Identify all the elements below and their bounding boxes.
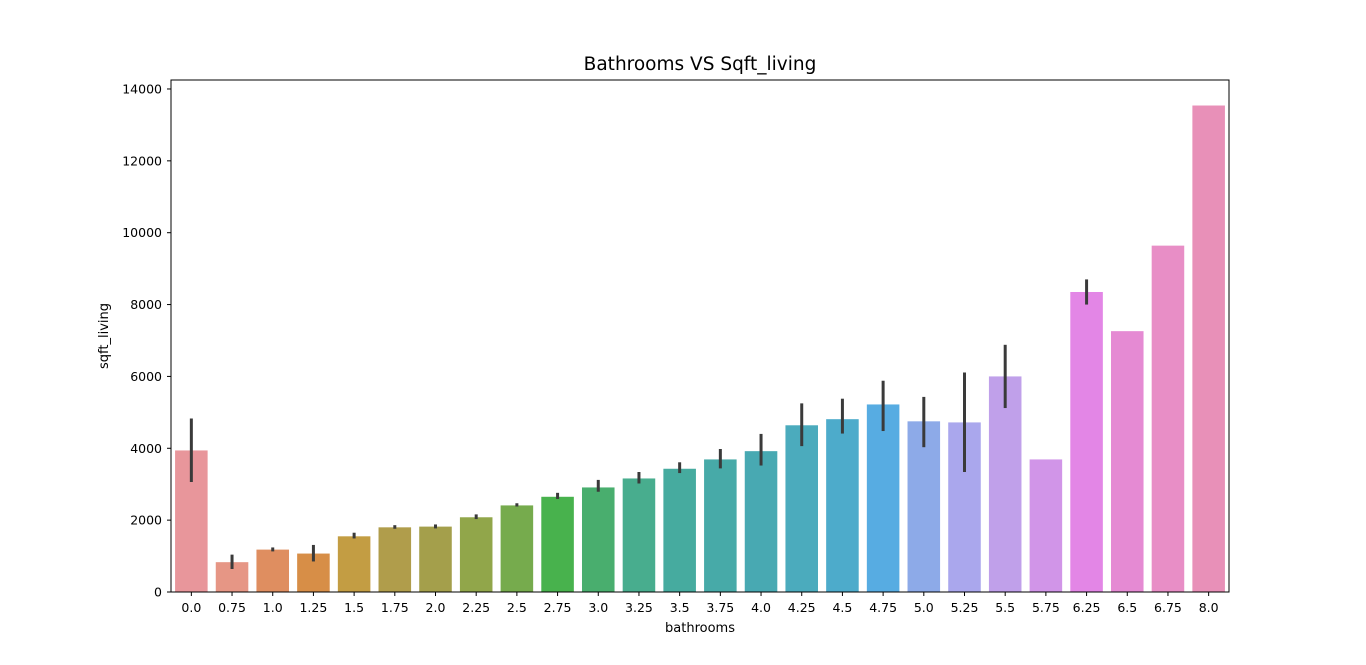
x-tick-label: 6.5 [1117,600,1137,615]
x-tick-label: 5.25 [951,600,979,615]
x-tick-label: 1.75 [381,600,409,615]
x-tick-label: 2.75 [544,600,572,615]
y-tick-label: 12000 [122,153,162,168]
bar-4.0 [744,451,778,592]
x-tick-label: 4.0 [751,600,771,615]
y-tick-label: 2000 [130,513,162,528]
bar-3.0 [581,487,615,592]
x-tick-label: 0.0 [181,600,201,615]
x-tick-label: 5.0 [914,600,934,615]
bar-1.75 [378,527,412,592]
bar-3.25 [622,478,656,592]
x-tick-label: 2.0 [426,600,446,615]
bar-4.25 [785,425,818,592]
x-tick-label: 6.75 [1154,600,1182,615]
y-tick-label: 14000 [122,81,162,96]
x-tick-label: 3.25 [625,600,653,615]
bar-6.5 [1110,331,1144,592]
bar-2.75 [541,496,574,592]
x-tick-label: 4.75 [869,600,897,615]
bar-4.75 [866,404,900,592]
y-tick-label: 10000 [122,225,162,240]
bar-3.5 [663,468,696,592]
bar-5.5 [988,376,1022,592]
y-tick-label: 0 [154,585,162,600]
x-tick-label: 3.0 [588,600,608,615]
x-tick-label: 3.75 [706,600,734,615]
bar-6.25 [1070,291,1103,592]
x-tick-label: 1.5 [344,600,364,615]
x-tick-label: 2.5 [507,600,527,615]
x-tick-label: 3.5 [670,600,690,615]
bar-8.0 [1192,105,1225,592]
plot-frame [170,79,1230,593]
x-axis-label: bathrooms [665,621,735,636]
bar-6.75 [1151,245,1185,592]
x-tick-label: 2.25 [462,600,490,615]
chart-title: Bathrooms VS Sqft_living [584,54,817,75]
x-tick-label: 4.25 [788,600,816,615]
x-ticks: 0.0 0.75 1.0 1.25 1.5 1.75 2.0 2.25 2.5 2.75 3.0 3.… [181,592,1219,615]
x-tick-label: 6.25 [1073,600,1101,615]
bar-2.25 [459,517,493,592]
y-axis-label: sqft_living [97,303,112,369]
y-tick-label: 8000 [130,297,162,312]
bar-2.5 [500,505,534,592]
bar-1.5 [337,536,371,592]
y-tick-label: 4000 [130,441,162,456]
y-tick-label: 6000 [130,369,162,384]
bar-2.0 [419,526,452,592]
axes-layer [170,79,1230,593]
bar-1.0 [256,549,289,592]
x-tick-label: 0.75 [218,600,246,615]
x-tick-label: 5.75 [1032,600,1060,615]
y-ticks: 0 2000 4000 6000 8000 10000 12000 14000 [122,81,171,600]
x-tick-label: 1.0 [263,600,283,615]
bar-3.75 [704,459,737,592]
bars-layer [175,105,1225,592]
x-tick-label: 8.0 [1199,600,1219,615]
x-tick-label: 1.25 [299,600,327,615]
error-bars-layer [189,279,1089,569]
x-tick-label: 4.5 [832,600,852,615]
x-tick-label: 5.5 [995,600,1015,615]
bar-5.0 [907,421,941,592]
bar-4.5 [826,419,859,592]
bar-5.75 [1029,459,1063,592]
